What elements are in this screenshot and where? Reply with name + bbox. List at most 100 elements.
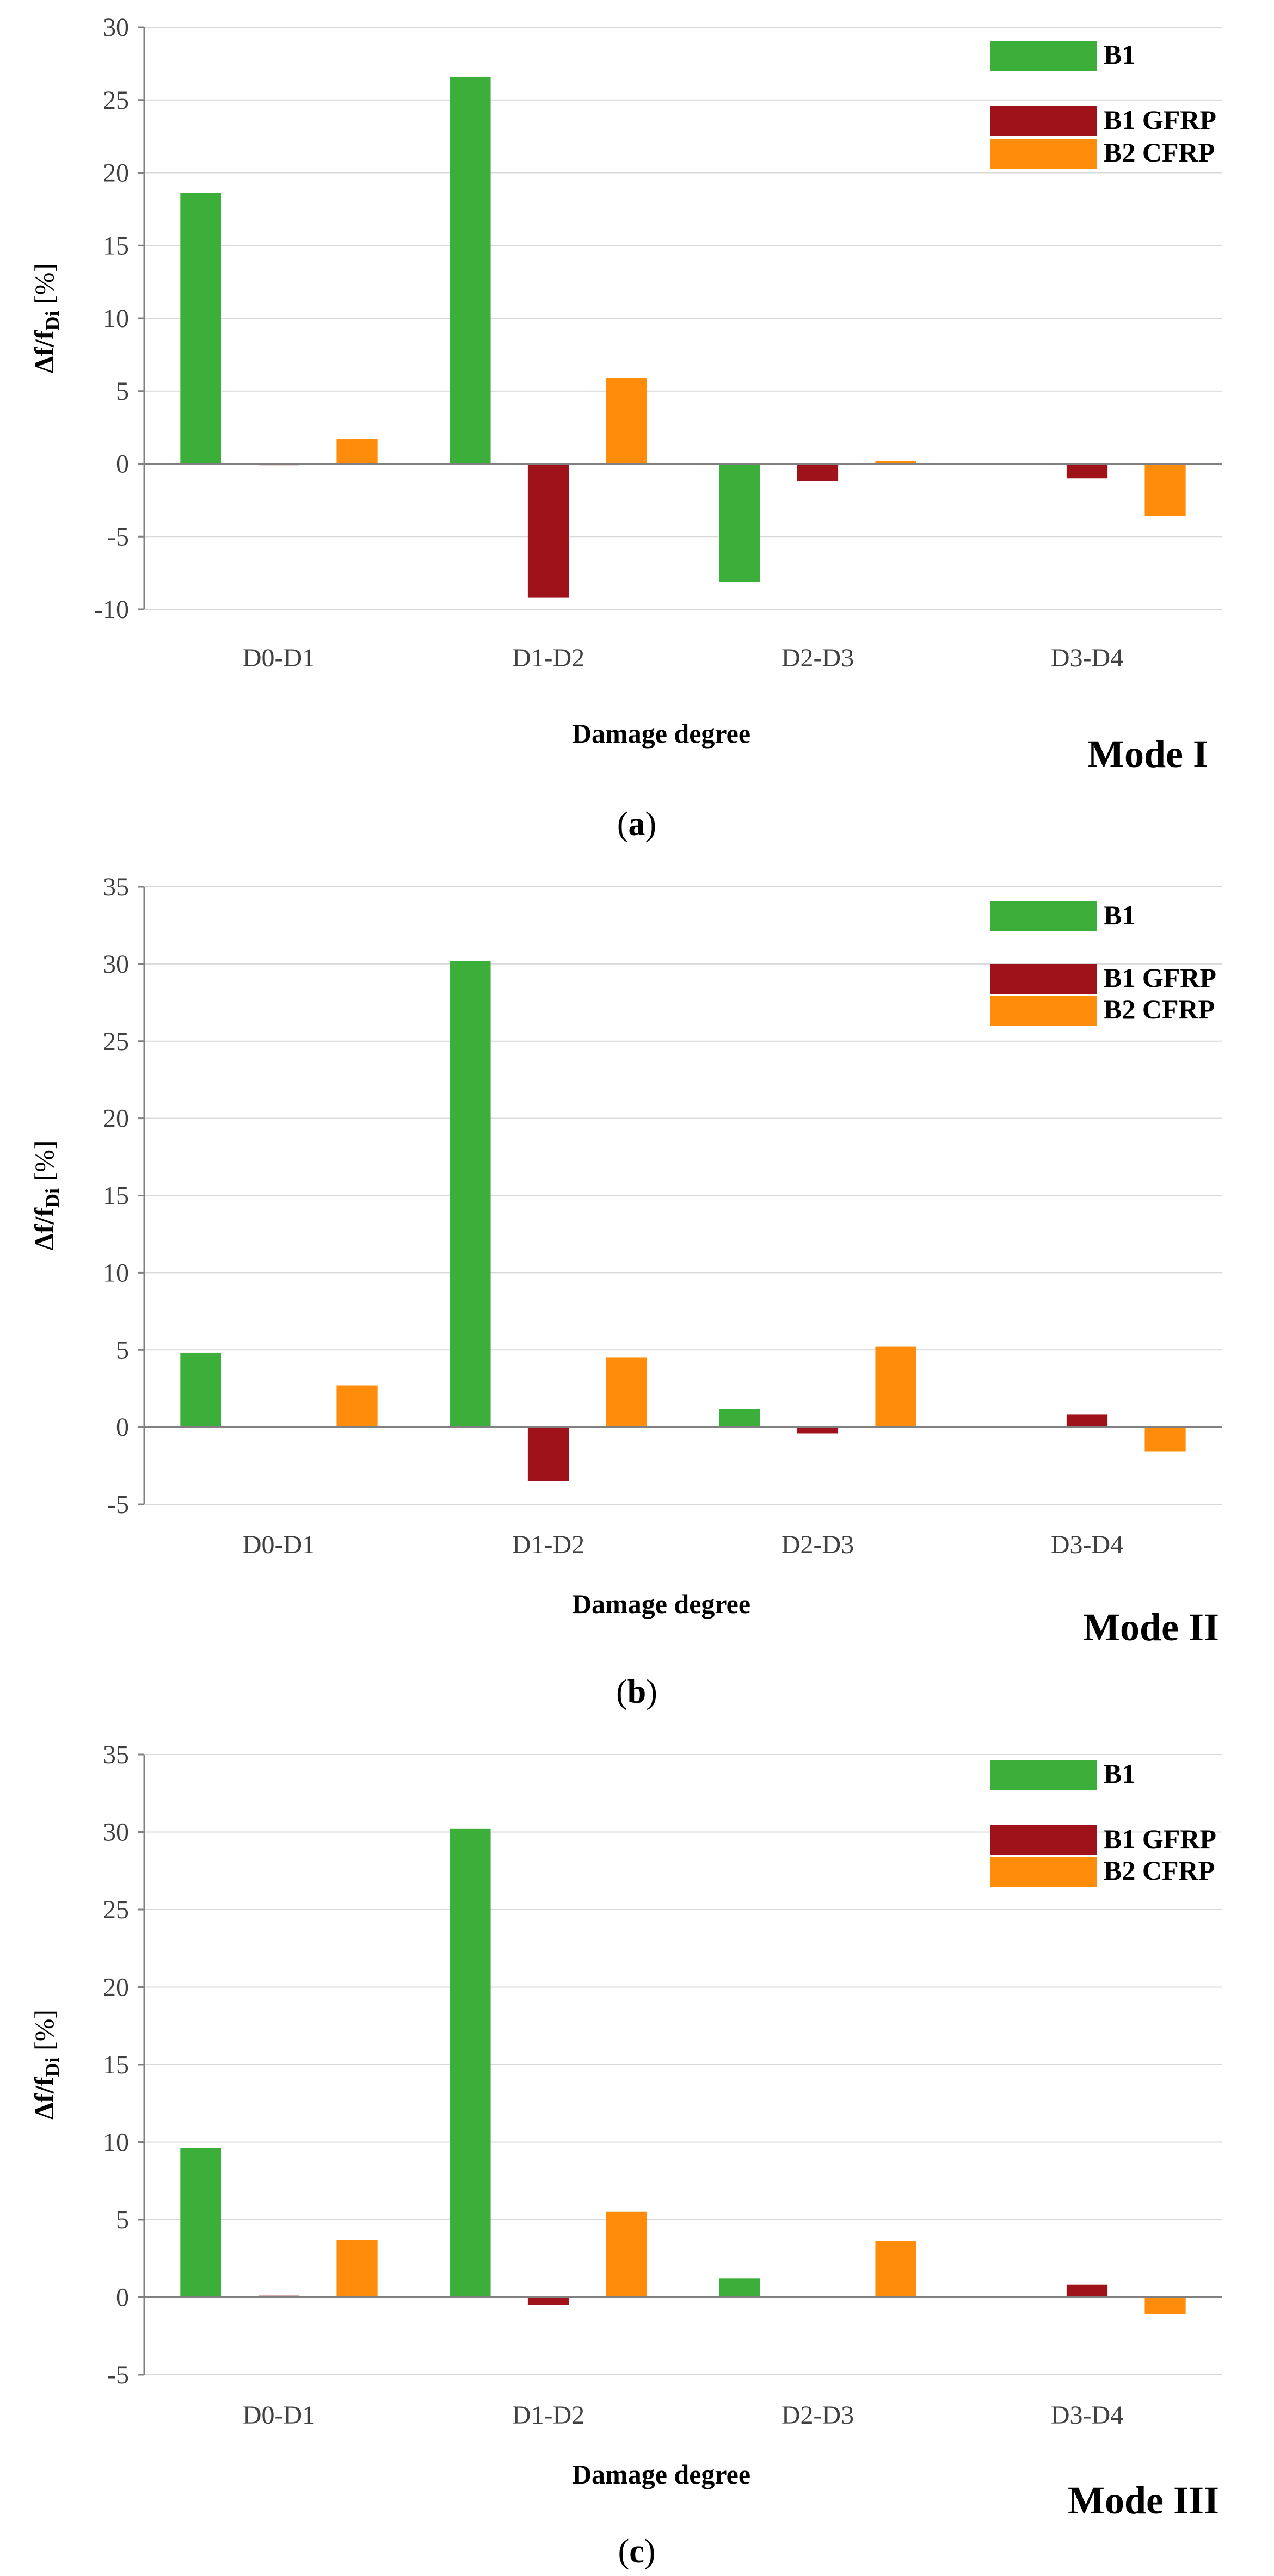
x-axis-label: Damage degree [572,718,750,749]
legend-swatch-b1 [990,41,1097,71]
x-tick-label: D1-D2 [512,1530,584,1559]
y-label-subscript: Di [41,2057,63,2077]
bar-b1-d2-d3 [719,1409,760,1428]
panel-caption: (b) [616,1673,657,1710]
y-tick-label: -5 [107,522,129,551]
y-tick-label: 30 [103,1818,129,1847]
y-tick-label: 35 [103,873,129,901]
legend-swatch-b1-gfrp [990,106,1097,136]
bar-b2-cfrp-d0-d1 [336,439,378,464]
x-tick-label: D0-D1 [243,644,315,672]
bar-b1-gfrp-d3-d4 [1066,464,1108,479]
y-tick-label: 10 [103,304,129,333]
y-tick-label: 35 [103,1740,129,1769]
y-tick-label: 15 [103,2050,129,2079]
y-tick-label: -10 [94,595,129,624]
mode-label: Mode III [1068,2479,1219,2522]
bar-b1-gfrp-d1-d2 [527,2297,569,2305]
caption-close-paren: ) [645,806,657,843]
y-tick-label: 25 [103,1027,129,1056]
legend-swatch-b2-cfrp [990,996,1097,1026]
x-tick-label: D0-D1 [243,1530,315,1559]
bar-b2-cfrp-d1-d2 [606,378,647,464]
x-tick-label: D1-D2 [512,2401,584,2430]
chart-panel-c: -5 0 5 10 15 20 25 30 35 D0-D1 D1-D2 D2-D3 D3-D4 Dama… [29,1740,1222,2570]
bar-b1-d1-d2 [450,961,491,1428]
y-label-subscript: Di [41,1188,63,1208]
bar-b1-gfrp-d1-d2 [527,464,569,598]
y-label-main: Δf/f [29,2076,59,2120]
bar-b2-cfrp-d1-d2 [606,2211,647,2297]
y-label-unit: [%] [29,1141,59,1188]
x-tick-label: D2-D3 [781,2401,854,2430]
panel-caption: (a) [617,806,656,843]
x-tick-label: D3-D4 [1051,1530,1123,1559]
legend-label-b1-gfrp: B1 GFRP [1104,962,1216,993]
mode-label: Mode I [1087,732,1208,776]
x-axis-label: Damage degree [572,1589,750,1619]
legend-label-b1-gfrp: B1 GFRP [1104,1824,1216,1854]
bar-b2-cfrp-d0-d1 [336,2240,378,2297]
caption-open-paren: ( [616,1673,627,1710]
legend-label-b1-gfrp: B1 GFRP [1104,104,1216,135]
caption-letter: b [627,1673,646,1710]
legend-label-b2-cfrp: B2 CFRP [1104,1855,1215,1886]
bar-b2-cfrp-d2-d3 [875,1346,916,1428]
caption-open-paren: ( [617,806,629,843]
bar-b2-cfrp-d1-d2 [606,1357,647,1428]
bar-b1-gfrp-d1-d2 [527,1427,569,1481]
y-tick-label: -5 [107,1490,129,1519]
caption-open-paren: ( [618,2533,630,2570]
legend-label-b2-cfrp: B2 CFRP [1104,137,1215,168]
caption-letter: a [629,806,645,843]
y-tick-label: 5 [116,377,129,406]
legend-swatch-b2-cfrp [990,139,1097,169]
y-label-subscript: Di [41,311,63,330]
bar-b1-gfrp-d3-d4 [1066,1414,1108,1428]
x-axis-label: Damage degree [572,2459,750,2489]
legend-swatch-b1-gfrp [990,964,1097,994]
y-tick-label: 0 [116,450,129,479]
y-tick-label: 5 [116,2206,129,2234]
y-tick-label: 20 [103,1973,129,2002]
bar-b1-d0-d1 [180,2148,221,2297]
y-axis-label: Δf/fDi [%] [29,2010,63,2120]
y-tick-label: 20 [103,1104,129,1133]
y-tick-label: 15 [103,231,129,260]
caption-close-paren: ) [646,1673,657,1710]
y-label-unit: [%] [29,2010,59,2057]
bar-b1-gfrp-d2-d3 [797,1427,839,1434]
caption-close-paren: ) [644,2533,656,2570]
y-axis-label: Δf/fDi [%] [29,1141,63,1251]
bar-b2-cfrp-d0-d1 [336,1385,378,1428]
mode-label: Mode II [1083,1605,1219,1649]
y-tick-label: 0 [116,2283,129,2312]
legend-label-b1: B1 [1104,900,1135,930]
x-tick-label: D3-D4 [1051,644,1123,672]
panel-caption: (c) [618,2533,656,2570]
x-tick-label: D2-D3 [781,644,854,672]
bar-b1-d2-d3 [719,464,760,582]
y-tick-label: 5 [116,1336,129,1364]
bar-b1-d0-d1 [180,1352,221,1428]
y-tick-label: 10 [103,1258,129,1287]
bar-b1-gfrp-d3-d4 [1066,2284,1108,2297]
y-label-main: Δf/f [29,1207,59,1251]
bar-b1-d0-d1 [180,193,221,464]
y-tick-label: 30 [103,950,129,979]
x-tick-label: D3-D4 [1051,2401,1123,2430]
y-tick-label: 25 [103,1895,129,1924]
y-tick-label: 25 [103,86,129,115]
bar-b2-cfrp-d3-d4 [1144,464,1186,516]
y-tick-label: 30 [103,13,129,42]
y-tick-label: -5 [107,2361,129,2389]
bar-b1-d1-d2 [450,76,491,464]
legend-swatch-b1 [990,1760,1097,1790]
bar-b2-cfrp-d3-d4 [1144,1427,1186,1452]
x-tick-label: D2-D3 [781,1530,854,1559]
bar-b2-cfrp-d2-d3 [875,2241,916,2297]
legend-label-b2-cfrp: B2 CFRP [1104,994,1215,1024]
legend-label-b1: B1 [1104,1758,1135,1789]
legend-swatch-b1-gfrp [990,1825,1097,1855]
